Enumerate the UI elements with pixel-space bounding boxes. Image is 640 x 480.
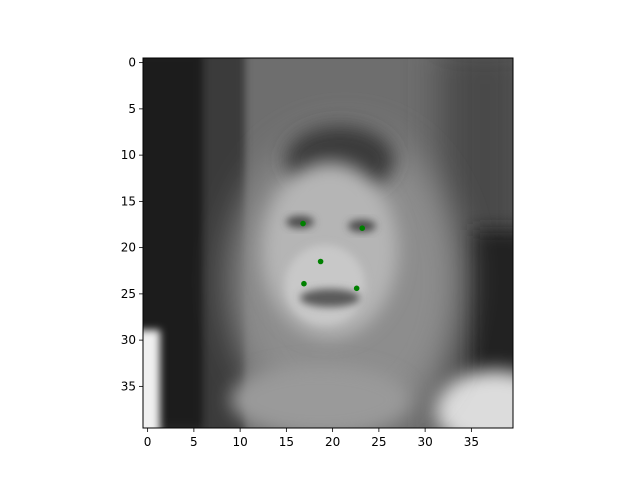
landmark-point [359, 225, 366, 231]
landmark-point [301, 280, 307, 287]
landmark-point [300, 220, 306, 227]
y-tick-label: 35 [121, 379, 136, 393]
x-tick-label: 20 [325, 435, 340, 449]
y-tick-label: 0 [128, 56, 136, 70]
y-tick-label: 20 [121, 241, 136, 255]
y-axis-ticks: 0 5 10 15 20 25 30 35 [121, 56, 143, 393]
x-axis-ticks: 0 5 10 15 20 25 30 35 [144, 428, 479, 449]
y-tick-label: 10 [121, 148, 136, 162]
landmark-point [317, 258, 324, 265]
plot-frame [142, 57, 514, 429]
x-tick-label: 0 [144, 435, 152, 449]
x-tick-label: 10 [232, 435, 247, 449]
landmark-points [300, 220, 366, 292]
x-tick-label: 30 [417, 435, 432, 449]
x-tick-label: 35 [464, 435, 479, 449]
y-tick-label: 25 [121, 287, 136, 301]
x-tick-label: 25 [371, 435, 386, 449]
y-tick-label: 15 [121, 194, 136, 208]
y-tick-label: 30 [121, 333, 136, 347]
y-tick-label: 5 [128, 102, 136, 116]
landmark-point [353, 285, 360, 292]
photo-image [143, 58, 513, 428]
x-tick-label: 15 [279, 435, 294, 449]
x-tick-label: 5 [190, 435, 198, 449]
